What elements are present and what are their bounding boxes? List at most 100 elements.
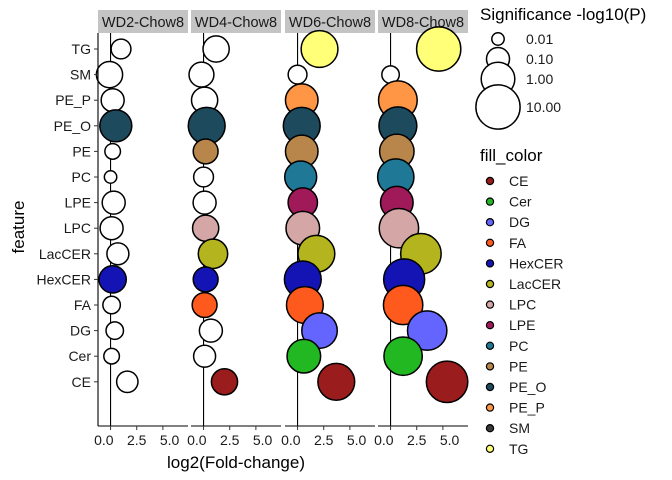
fill-legend-label: CE (509, 173, 528, 189)
fill-legend-label: LPE (509, 317, 535, 333)
fill-legend-key (485, 341, 495, 350)
fill-legend-label: PC (509, 338, 528, 354)
x-tick-label: 0.0 (374, 432, 394, 448)
data-point (202, 35, 230, 63)
facet-strip-label: WD4-Chow8 (195, 15, 277, 31)
data-point (100, 87, 125, 113)
fill-legend-key (485, 176, 495, 186)
data-point (188, 61, 215, 88)
fill-legend-key (485, 217, 495, 227)
fill-legend-key (485, 424, 495, 433)
fill-legend-key (485, 238, 495, 247)
facet-strip (191, 10, 281, 33)
size-legend-key (491, 32, 505, 46)
x-axis-title: log2(Fold-change) (167, 453, 305, 472)
facet-panel: WD6-Chow8 0.0 2.5 5.0 (281, 10, 375, 448)
fill-legend-label: LPC (509, 297, 536, 313)
data-point (197, 238, 229, 270)
data-point (192, 344, 217, 368)
y-tick-label: DG (70, 323, 91, 339)
facet-strip (98, 10, 188, 33)
data-point (102, 295, 122, 315)
data-point (103, 347, 121, 365)
fill-legend-label: LacCER (509, 276, 561, 292)
size-legend: Significance -log10(P) 0.01 0.10 1.00 10.00 (475, 5, 646, 130)
fill-legend-key (485, 197, 495, 206)
x-tick-label: 2.5 (314, 432, 334, 448)
data-point (104, 142, 122, 160)
data-point (105, 321, 125, 341)
fill-legend-label: PE_O (509, 379, 546, 395)
y-tick-label: PE_P (55, 92, 91, 108)
data-point (191, 291, 218, 319)
y-tick-label: LPC (64, 220, 91, 236)
fill-legend-label: HexCER (509, 255, 563, 271)
fill-legend-label: SM (509, 420, 530, 436)
data-point (106, 242, 130, 266)
fill-legend-label: FA (509, 235, 527, 251)
data-point (95, 60, 124, 89)
data-point (287, 64, 308, 85)
fill-legend-key (485, 259, 495, 268)
data-point (383, 336, 424, 377)
fill-legend-title: fill_color (480, 146, 543, 165)
data-point (110, 38, 132, 60)
size-legend-key (475, 84, 521, 130)
data-point (317, 362, 356, 401)
data-point (98, 265, 128, 294)
data-point (99, 109, 133, 143)
facet-strip-label: WD2-Chow8 (102, 15, 184, 31)
x-tick-label: 2.5 (407, 432, 427, 448)
data-point (406, 310, 448, 352)
size-legend-label: 0.01 (526, 31, 553, 47)
y-tick-label: TG (72, 41, 91, 57)
fill-legend-label: PE_P (509, 400, 545, 416)
facet-strip-label: WD8-Chow8 (382, 15, 464, 31)
fill-legend-label: Cer (509, 194, 532, 210)
data-point (415, 26, 462, 72)
facet-panel: WD2-Chow8 0.0 2.5 5.0 (94, 10, 188, 448)
data-point (210, 367, 239, 396)
data-point (192, 190, 217, 215)
fill-legend-key (485, 300, 495, 309)
data-point (192, 266, 219, 293)
fill-legend-key (485, 444, 495, 453)
facet-panel: WD4-Chow8 0.0 2.5 5.0 (187, 10, 281, 448)
y-tick-label: LPE (65, 195, 91, 211)
data-point (115, 370, 139, 394)
fill-legend: fill_color CE Cer DG FA HexCER LacCER LPC LPE PC… (480, 146, 563, 457)
data-point (191, 214, 220, 243)
data-point (192, 166, 215, 188)
x-tick-label: 5.0 (347, 432, 367, 448)
y-tick-label: SM (70, 67, 91, 83)
facet-strip (285, 10, 375, 33)
data-point (101, 190, 126, 215)
x-tick-label: 5.0 (160, 432, 180, 448)
fill-legend-label: TG (509, 441, 528, 457)
y-axis: TG SM PE_P PE_O PE PC LPE LPC LacCER HexCER FA DG Ce… (37, 33, 99, 426)
facet-panel: WD8-Chow8 0.0 2.5 5.0 (374, 10, 469, 448)
y-tick-label: PE_O (54, 118, 91, 134)
data-point (99, 215, 124, 241)
fill-legend-key (485, 382, 495, 392)
y-tick-label: Cer (68, 348, 91, 364)
fill-legend-key (485, 279, 495, 289)
y-tick-label: HexCER (37, 271, 91, 287)
size-legend-label: 1.00 (526, 71, 553, 87)
data-point (103, 170, 118, 184)
x-tick-label: 5.0 (253, 432, 273, 448)
y-tick-label: LacCER (39, 246, 91, 262)
x-tick-label: 2.5 (127, 432, 147, 448)
fill-legend-key (485, 321, 495, 330)
y-tick-label: PC (72, 169, 91, 185)
x-tick-label: 0.0 (281, 432, 301, 448)
data-point (301, 312, 339, 350)
x-tick-label: 0.0 (187, 432, 207, 448)
x-tick-label: 0.0 (94, 432, 114, 448)
size-legend-title: Significance -log10(P) (480, 5, 646, 24)
fill-legend-key (485, 403, 495, 412)
x-tick-label: 2.5 (220, 432, 240, 448)
data-point (286, 338, 322, 374)
